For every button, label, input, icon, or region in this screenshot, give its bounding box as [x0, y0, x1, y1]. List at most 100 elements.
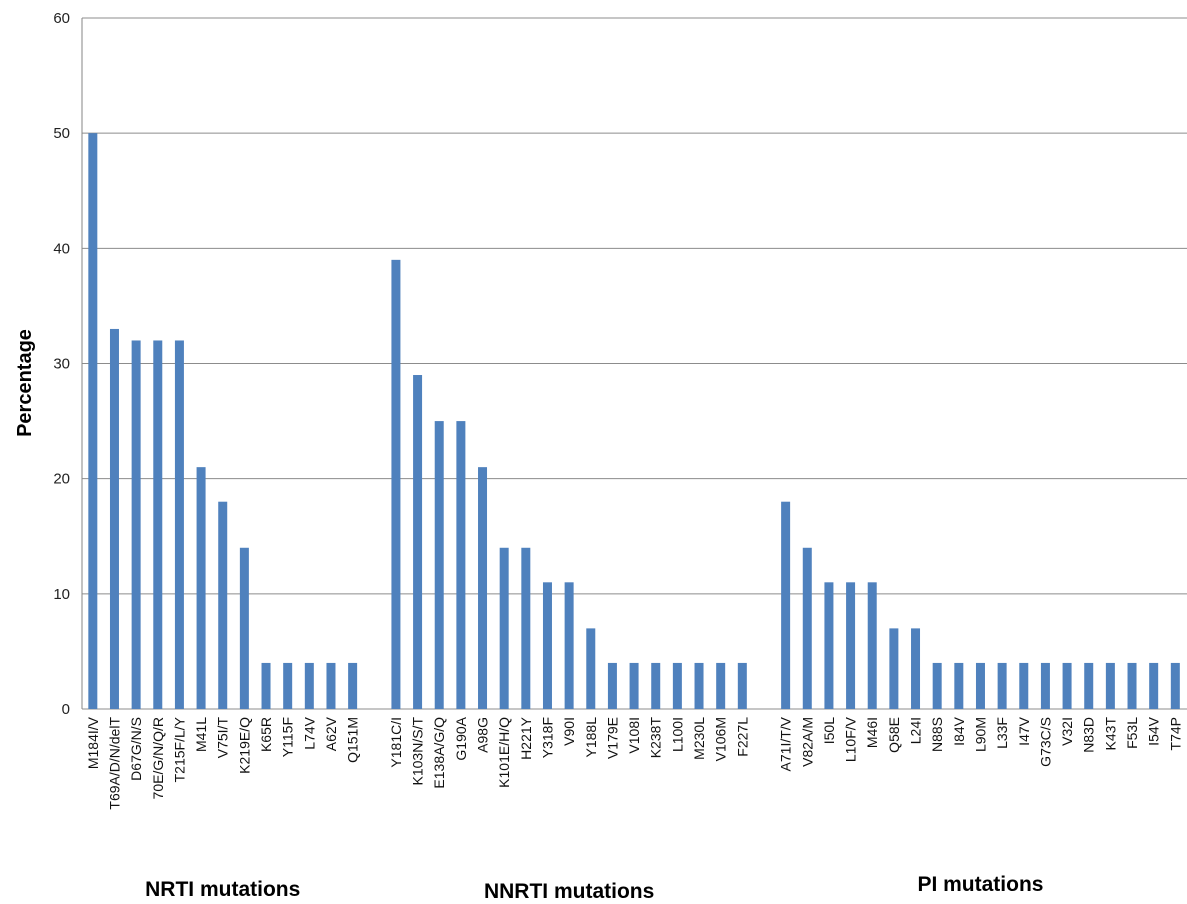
bar — [1019, 662, 1029, 709]
x-tick-label: L74V — [301, 716, 317, 749]
bar — [716, 662, 726, 709]
x-tick-label: V108I — [626, 717, 642, 754]
bar — [542, 582, 552, 709]
gridlines — [82, 17, 1187, 710]
y-axis-ticks: 0 10 20 30 40 50 60 — [53, 10, 70, 718]
x-tick-label: A98G — [475, 717, 491, 753]
x-tick-label: V179E — [604, 717, 620, 759]
x-tick-label: F227L — [734, 717, 750, 757]
bar — [889, 628, 899, 709]
y-tick-label: 50 — [53, 125, 70, 142]
x-tick-label: Y115F — [280, 717, 296, 757]
bar — [391, 259, 401, 709]
x-tick-label: V106M — [713, 717, 729, 761]
x-tick-label: L24I — [908, 717, 924, 744]
x-tick-label: N88S — [929, 717, 945, 752]
bar — [1105, 662, 1115, 709]
bar — [283, 662, 293, 709]
x-tick-label: M230L — [691, 717, 707, 760]
y-tick-label: 40 — [53, 240, 70, 257]
bar — [867, 582, 877, 709]
x-tick-label: K219E/Q — [236, 717, 252, 774]
bar — [88, 133, 98, 709]
bar — [802, 547, 812, 709]
x-tick-label: F53L — [1124, 717, 1140, 749]
bar — [586, 628, 596, 709]
x-tick-label: L100I — [669, 717, 685, 752]
x-tick-label: K43T — [1102, 717, 1118, 751]
x-tick-label: G190A — [453, 716, 469, 760]
x-tick-label: V82A/M — [799, 717, 815, 767]
bar — [672, 662, 682, 709]
bar — [261, 662, 271, 709]
group-label: PI mutations — [917, 873, 1043, 896]
bar — [911, 628, 921, 709]
x-tick-label: L10F/V — [843, 716, 859, 762]
bar — [1149, 662, 1159, 709]
bar — [954, 662, 964, 709]
bar — [651, 662, 661, 709]
bars — [88, 133, 1180, 709]
group-label: NRTI mutations — [145, 878, 300, 901]
bar — [109, 328, 119, 709]
bar — [824, 582, 834, 709]
bar — [434, 421, 444, 709]
bar — [1062, 662, 1072, 709]
x-tick-label: I50L — [821, 717, 837, 744]
bar — [304, 662, 314, 709]
bar — [456, 421, 466, 709]
bar — [629, 662, 639, 709]
x-tick-label: L33F — [994, 717, 1010, 749]
bar — [975, 662, 985, 709]
y-tick-label: 10 — [53, 586, 70, 603]
bar — [846, 582, 856, 709]
y-tick-label: 30 — [53, 356, 70, 373]
bar — [1084, 662, 1094, 709]
y-tick-label: 20 — [53, 471, 70, 488]
x-tick-label: Y181C/I — [388, 717, 404, 768]
y-tick-label: 0 — [62, 701, 70, 718]
x-tick-label: Q58E — [886, 717, 902, 753]
x-tick-label: K103N/S/T — [410, 717, 426, 786]
x-tick-label: Q151M — [345, 717, 361, 763]
bar — [413, 375, 423, 709]
group-label: NNRTI mutations — [484, 880, 654, 903]
x-tick-label: T69A/D/N/delT — [106, 717, 122, 810]
x-tick-label: M41L — [193, 717, 209, 752]
x-tick-label: I54V — [1146, 716, 1162, 745]
x-tick-label: E138A/G/Q — [431, 717, 447, 789]
x-tick-label: K101E/H/Q — [496, 717, 512, 788]
bar — [737, 662, 747, 709]
y-tick-label: 60 — [53, 10, 70, 27]
x-tick-label: K65R — [258, 717, 274, 752]
bar — [478, 467, 488, 709]
bar — [781, 501, 791, 709]
x-tick-label: V32I — [1059, 717, 1075, 746]
bar — [348, 662, 358, 709]
x-tick-label: A71I/T/V — [778, 716, 794, 771]
x-tick-label: Y188L — [583, 717, 599, 758]
bar — [607, 662, 617, 709]
x-tick-label: M184I/V — [85, 716, 101, 769]
x-tick-label: Y318F — [539, 717, 555, 758]
bar — [932, 662, 942, 709]
bar — [521, 547, 531, 709]
x-tick-label: I84V — [951, 716, 967, 745]
bar — [153, 340, 163, 709]
bar — [997, 662, 1007, 709]
x-tick-label: A62V — [323, 716, 339, 751]
x-tick-label: 70E/G/N/Q/R — [150, 717, 166, 799]
x-tick-label: V75I/T — [215, 717, 231, 759]
x-tick-label: G73C/S — [1037, 717, 1053, 767]
bar — [196, 467, 206, 709]
bar — [174, 340, 184, 709]
x-tick-label: H221Y — [518, 716, 534, 759]
bar — [499, 547, 509, 709]
x-tick-label: I47V — [1016, 716, 1032, 745]
x-tick-label: T74P — [1167, 717, 1183, 750]
x-tick-label: V90I — [561, 717, 577, 746]
x-tick-label: N83D — [1081, 717, 1097, 753]
bar — [218, 501, 228, 709]
x-tick-label: M46I — [864, 717, 880, 748]
